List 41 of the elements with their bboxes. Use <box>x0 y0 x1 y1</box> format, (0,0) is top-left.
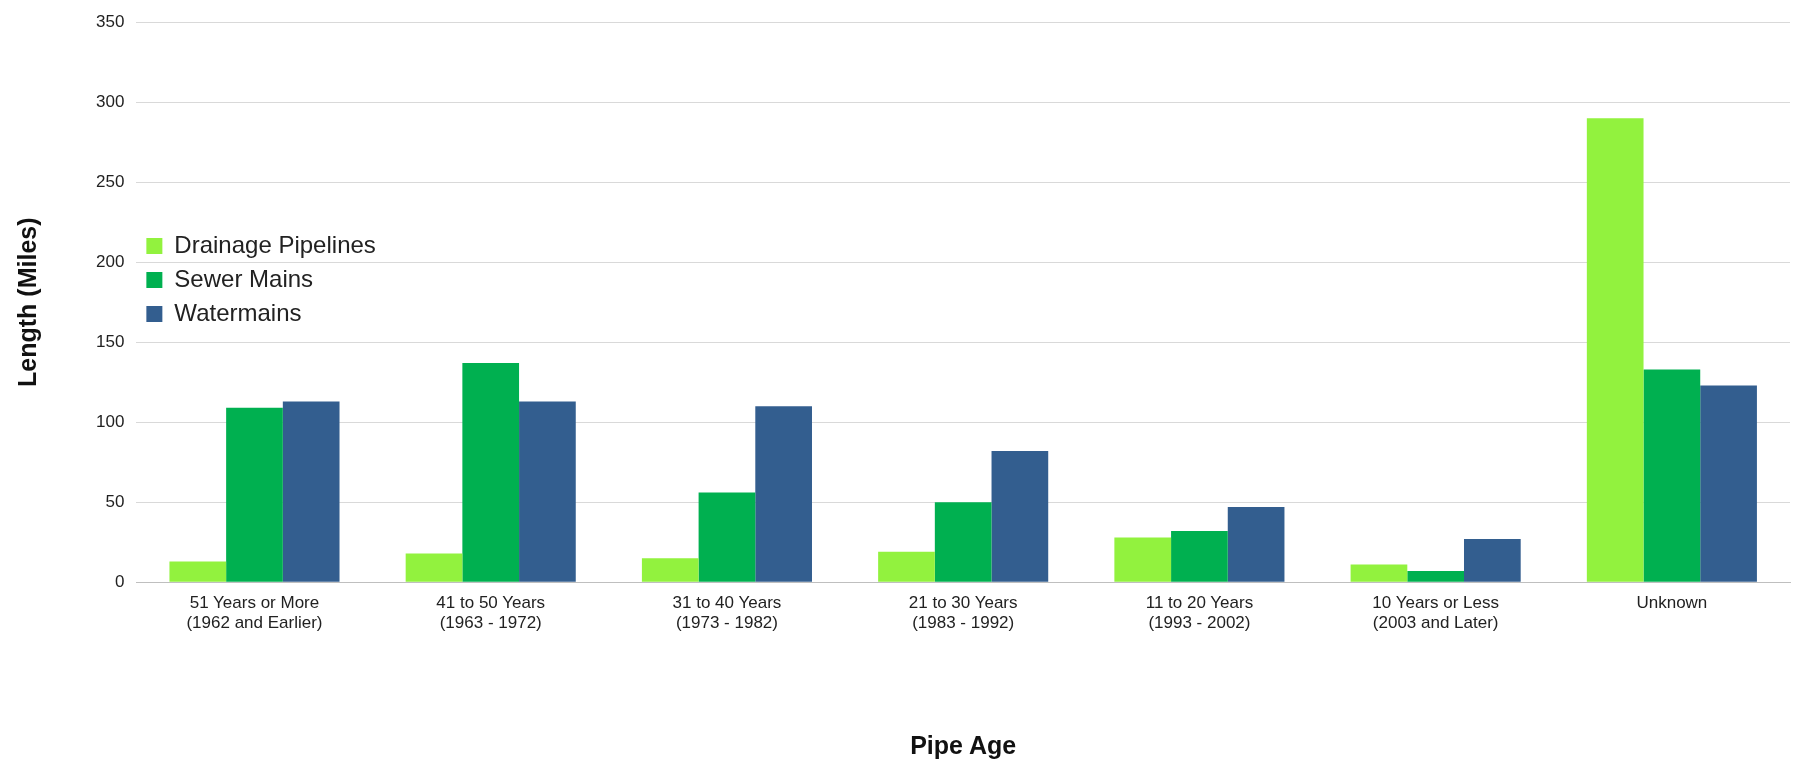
bar <box>1464 539 1521 582</box>
bar <box>519 401 576 582</box>
y-tick-label: 350 <box>95 11 125 31</box>
x-tick-label: 21 to 30 Years (1983 - 1992) <box>908 593 1018 633</box>
bar <box>1350 564 1408 582</box>
bar <box>282 401 340 582</box>
x-axis-title: Pipe Age <box>910 730 1017 759</box>
legend-label: Watermains <box>174 298 302 326</box>
bar <box>462 363 520 582</box>
y-tick-label: 100 <box>95 411 125 431</box>
bar <box>698 492 756 582</box>
bar <box>1171 531 1228 582</box>
y-tick-label: 150 <box>95 331 125 351</box>
bar <box>1643 369 1701 582</box>
bar <box>1227 507 1285 582</box>
bar <box>1586 118 1644 582</box>
bar <box>641 558 699 582</box>
x-tick-label: Unknown <box>1636 593 1708 613</box>
y-tick-label: 50 <box>105 491 125 511</box>
bar <box>1407 571 1464 582</box>
y-tick-label: 300 <box>95 91 125 111</box>
bar <box>991 451 1049 582</box>
y-axis-title: Length (Miles) <box>12 217 41 387</box>
x-tick-label: 11 to 20 Years (1993 - 2002) <box>1145 593 1254 633</box>
bar <box>1700 385 1757 582</box>
x-tick-label: 10 Years or Less (2003 and Later) <box>1372 593 1499 633</box>
bar <box>934 502 992 582</box>
bar <box>405 553 463 582</box>
bar <box>878 551 935 582</box>
bar <box>1114 537 1172 582</box>
y-tick-label: 250 <box>95 171 125 191</box>
y-tick-label: 0 <box>114 571 125 591</box>
x-tick-label: 31 to 40 Years (1973 - 1982) <box>672 593 782 633</box>
y-tick-label: 200 <box>95 251 125 271</box>
bar <box>226 407 283 582</box>
x-tick-label: 51 Years or More (1962 and Earlier) <box>186 593 323 633</box>
bar <box>169 561 227 582</box>
legend-label: Drainage Pipelines <box>174 230 376 258</box>
legend-label: Sewer Mains <box>174 264 314 292</box>
bar <box>755 406 812 582</box>
x-tick-label: 41 to 50 Years (1963 - 1972) <box>436 593 546 633</box>
